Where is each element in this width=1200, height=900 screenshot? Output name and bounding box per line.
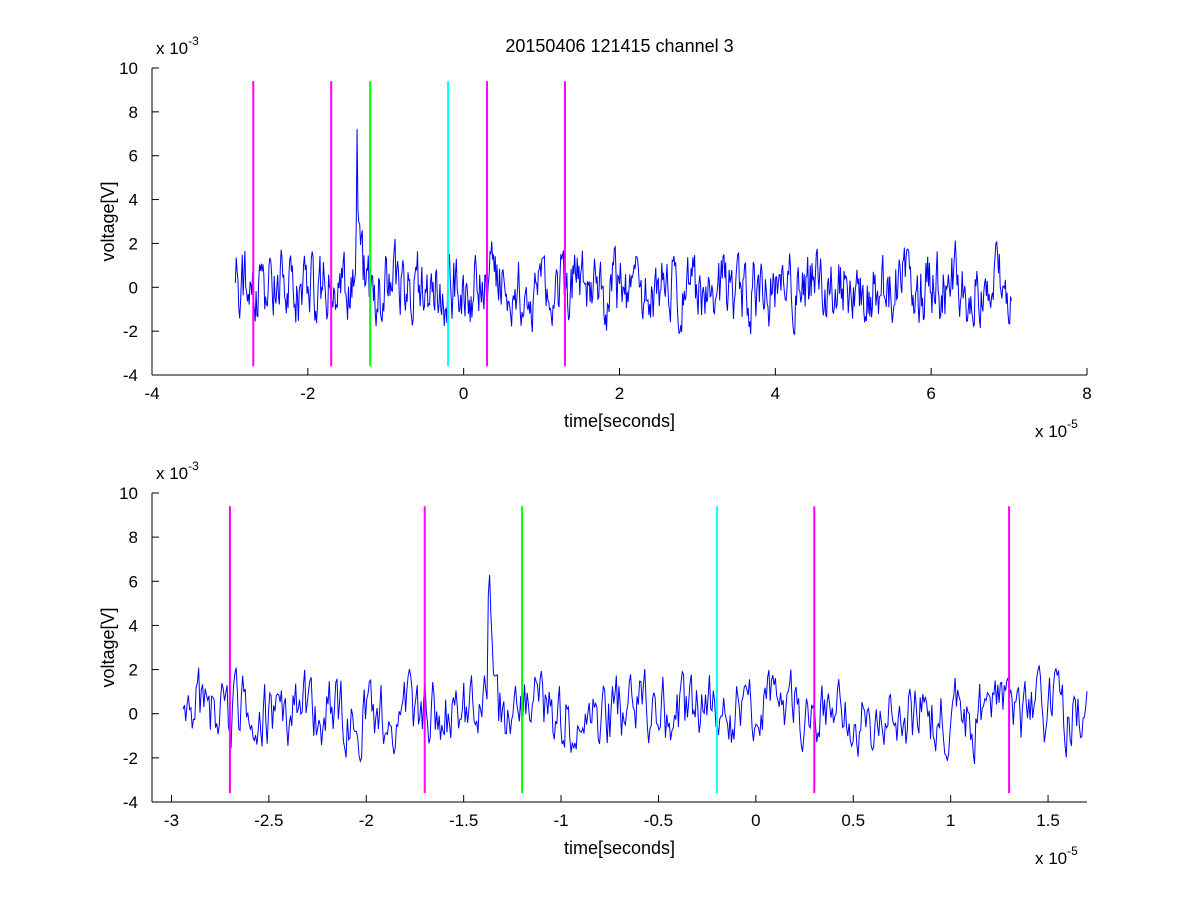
signal-trace bbox=[182, 574, 1088, 765]
x-tick-label: 6 bbox=[926, 384, 935, 403]
y-exponent-base: x 10 bbox=[156, 39, 188, 58]
x-tick-label: 1.5 bbox=[1036, 811, 1060, 830]
y-tick-label: 8 bbox=[129, 103, 138, 122]
y-tick-label: 8 bbox=[129, 528, 138, 547]
y-tick-label: 4 bbox=[129, 616, 138, 635]
signal-trace bbox=[234, 129, 1012, 335]
chart-2: -3 -2.5 -2 -1.5 -1 -0.5 0 0.5 1 1.5 -4 -2 0 2 4 6 8 10 x 1… bbox=[98, 459, 1088, 868]
x-tick-label: -2 bbox=[359, 811, 374, 830]
x-tick-label: -2.5 bbox=[254, 811, 283, 830]
y-exponent-label: x 10-3 bbox=[156, 34, 199, 58]
x-tick-label: 8 bbox=[1082, 384, 1091, 403]
chart-1: 20150406 121415 channel 3 -4 -2 0 2 4 6 8 -4 -2 0 2… bbox=[98, 34, 1092, 441]
chart-title: 20150406 121415 channel 3 bbox=[505, 36, 733, 56]
y-exponent-label: x 10-3 bbox=[156, 459, 199, 483]
y-tick-label: -4 bbox=[123, 366, 138, 385]
y-tick-label: 2 bbox=[129, 234, 138, 253]
y-tick-label: 6 bbox=[129, 147, 138, 166]
plot-layer: 20150406 121415 channel 3 -4 -2 0 2 4 6 8 -4 -2 0 2… bbox=[98, 34, 1092, 868]
y-tick-label: 6 bbox=[129, 572, 138, 591]
x-tick-label: 0.5 bbox=[841, 811, 865, 830]
x-tick-label: -1.5 bbox=[449, 811, 478, 830]
y-exponent-base: x 10 bbox=[156, 464, 188, 483]
x-exponent-power: -5 bbox=[1067, 417, 1078, 431]
y-tick-label: 10 bbox=[119, 59, 138, 78]
x-tick-label: 4 bbox=[771, 384, 780, 403]
x-tick-label: -2 bbox=[300, 384, 315, 403]
x-exponent-base: x 10 bbox=[1035, 849, 1067, 868]
x-tick-label: -3 bbox=[164, 811, 179, 830]
y-tick-label: 4 bbox=[129, 191, 138, 210]
x-axis-label: time[seconds] bbox=[564, 411, 675, 431]
y-tick-label: -2 bbox=[123, 322, 138, 341]
y-tick-label: 2 bbox=[129, 661, 138, 680]
y-exponent-power: -3 bbox=[188, 34, 199, 48]
y-tick-label: 10 bbox=[119, 484, 138, 503]
x-exponent-power: -5 bbox=[1067, 844, 1078, 858]
x-tick-label: 0 bbox=[751, 811, 760, 830]
x-exponent-base: x 10 bbox=[1035, 422, 1067, 441]
y-exponent-power: -3 bbox=[188, 459, 199, 473]
y-tick-label: -4 bbox=[123, 793, 138, 812]
y-axis-label: voltage[V] bbox=[98, 607, 118, 687]
x-tick-label: -0.5 bbox=[644, 811, 673, 830]
x-tick-label: -1 bbox=[554, 811, 569, 830]
x-tick-label: -4 bbox=[144, 384, 159, 403]
x-exponent-label: x 10-5 bbox=[1035, 417, 1078, 441]
x-tick-label: 1 bbox=[946, 811, 955, 830]
y-tick-label: -2 bbox=[123, 749, 138, 768]
x-tick-label: 2 bbox=[615, 384, 624, 403]
x-exponent-label: x 10-5 bbox=[1035, 844, 1078, 868]
y-tick-label: 0 bbox=[129, 278, 138, 297]
y-axis-label: voltage[V] bbox=[98, 181, 118, 261]
x-axis-label: time[seconds] bbox=[564, 838, 675, 858]
x-tick-label: 0 bbox=[459, 384, 468, 403]
y-tick-label: 0 bbox=[129, 705, 138, 724]
